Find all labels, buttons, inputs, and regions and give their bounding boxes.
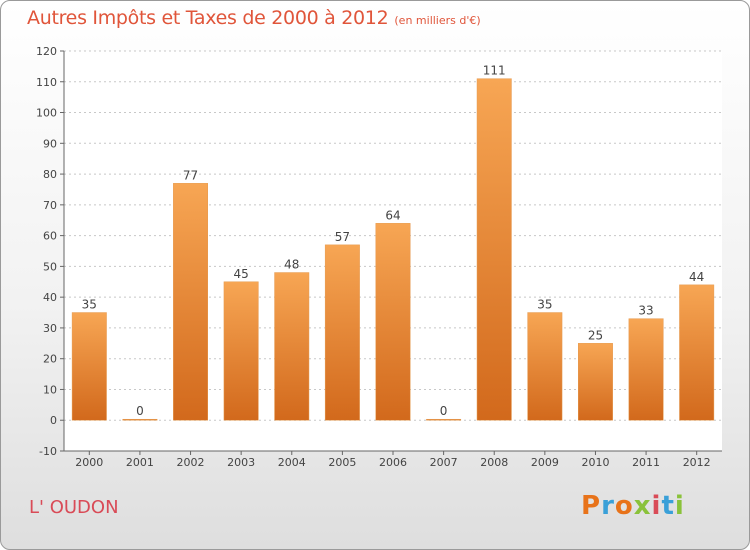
y-tick-label: 80	[43, 168, 57, 181]
bar	[324, 244, 360, 421]
brand-letter: i	[674, 491, 685, 521]
x-tick-label: 2004	[278, 456, 306, 469]
data-label: 0	[136, 404, 144, 418]
data-label: 57	[335, 230, 350, 244]
chart-title: Autres Impôts et Taxes de 2000 à 2012 (en…	[27, 7, 481, 29]
y-tick-label: 20	[43, 353, 57, 366]
y-tick-label: 90	[43, 137, 57, 150]
x-tick-label: 2010	[581, 456, 609, 469]
brand-letter: r	[601, 491, 615, 521]
data-label: 0	[440, 404, 448, 418]
bar	[426, 418, 462, 421]
data-label: 35	[82, 298, 97, 312]
data-label: 45	[234, 267, 249, 281]
y-tick-label: 110	[36, 76, 57, 89]
y-tick-label: -10	[39, 445, 57, 458]
x-tick-label: 2001	[126, 456, 154, 469]
brand-letter: x	[633, 491, 652, 521]
x-tick-label: 2006	[379, 456, 407, 469]
x-tick-label: 2007	[430, 456, 458, 469]
x-tick-label: 2012	[683, 456, 711, 469]
y-tick-label: 0	[50, 414, 57, 427]
bar	[628, 318, 664, 421]
bar	[476, 78, 512, 421]
bar	[679, 284, 715, 421]
brand-letter: P	[581, 491, 602, 521]
data-label: 64	[385, 208, 400, 222]
x-tick-label: 2011	[632, 456, 660, 469]
y-tick-label: 70	[43, 199, 57, 212]
brand-letter: t	[661, 491, 675, 521]
chart-title-text: Autres Impôts et Taxes de 2000 à 2012	[27, 7, 389, 29]
data-label: 77	[183, 168, 198, 182]
data-label: 35	[537, 298, 552, 312]
data-label: 111	[483, 64, 506, 78]
y-tick-label: 30	[43, 322, 57, 335]
brand-letter: i	[651, 491, 662, 521]
data-label: 33	[638, 304, 653, 318]
y-tick-label: 10	[43, 383, 57, 396]
y-tick-label: 120	[36, 45, 57, 58]
x-tick-label: 2003	[227, 456, 255, 469]
y-tick-label: 40	[43, 291, 57, 304]
y-tick-label: 100	[36, 107, 57, 120]
x-tick-label: 2000	[75, 456, 103, 469]
bar	[223, 281, 259, 421]
bar	[173, 183, 208, 421]
x-tick-label: 2002	[177, 456, 205, 469]
bar	[578, 343, 613, 421]
y-tick-label: 50	[43, 260, 57, 273]
bar	[527, 312, 563, 421]
bar	[274, 272, 310, 421]
x-tick-label: 2009	[531, 456, 559, 469]
data-label: 48	[284, 258, 299, 272]
data-label: 44	[689, 270, 704, 284]
bar	[375, 223, 411, 421]
brand-letter: o	[614, 491, 634, 521]
bar	[71, 312, 107, 421]
proxiti-logo: Proxiti	[581, 491, 685, 521]
x-tick-label: 2008	[480, 456, 508, 469]
bar	[122, 418, 158, 421]
y-tick-label: 60	[43, 230, 57, 243]
chart-subtitle: (en milliers d'€)	[394, 14, 481, 27]
commune-name: L' OUDON	[29, 497, 119, 518]
x-tick-label: 2005	[328, 456, 356, 469]
data-label: 25	[588, 328, 603, 342]
